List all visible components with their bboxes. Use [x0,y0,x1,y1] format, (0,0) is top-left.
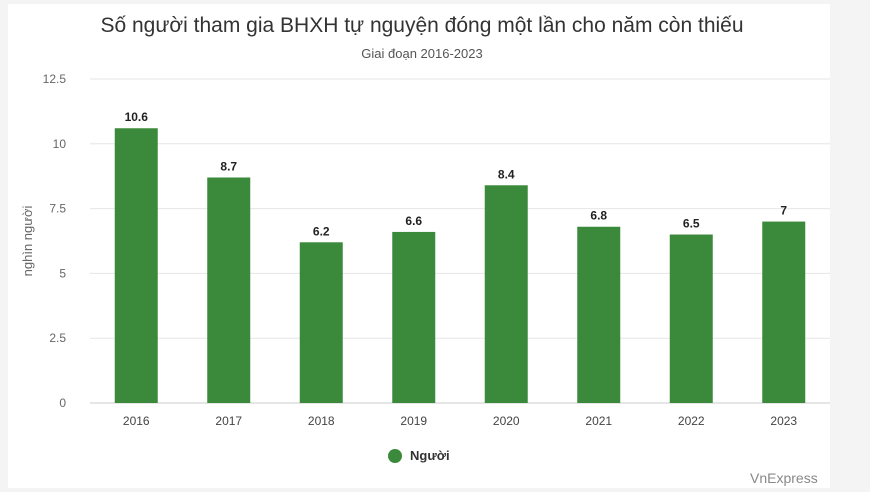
bar [114,128,158,404]
x-tick-label: 2016 [123,414,150,428]
y-tick-label: 10 [53,137,67,151]
data-label: 10.6 [125,110,149,124]
x-tick-label: 2022 [678,414,705,428]
legend[interactable]: Người [388,448,450,463]
data-label: 8.4 [498,167,515,181]
legend-label: Người [410,448,450,463]
data-label: 6.6 [405,214,422,228]
bar [762,221,806,403]
y-tick-label: 0 [59,396,66,410]
data-label: 7 [780,204,787,218]
x-tick-label: 2020 [493,414,520,428]
bar [392,231,436,403]
x-tick-label: 2018 [308,414,335,428]
y-tick-label: 2.5 [49,331,66,345]
bar [669,234,713,403]
bar [207,177,251,403]
data-label: 6.5 [683,217,700,231]
y-tick-label: 5 [59,266,66,280]
x-tick-label: 2023 [770,414,797,428]
chart-title: Số người tham gia BHXH tự nguyện đóng mộ… [100,14,744,37]
x-tick-label: 2021 [585,414,612,428]
x-tick-label: 2017 [215,414,242,428]
x-tick-label: 2019 [400,414,427,428]
legend-marker [388,448,402,463]
bar [484,185,528,403]
y-axis-title: nghìn người [20,206,35,277]
chart-subtitle: Giai đoạn 2016-2023 [361,46,483,61]
bar [577,226,621,403]
data-label: 8.7 [220,159,237,173]
data-label: 6.2 [313,224,330,238]
bar [299,242,343,403]
source-credit: VnExpress [750,470,818,486]
data-label: 6.8 [590,209,607,223]
y-tick-label: 7.5 [49,202,66,216]
y-tick-label: 12.5 [43,72,67,86]
